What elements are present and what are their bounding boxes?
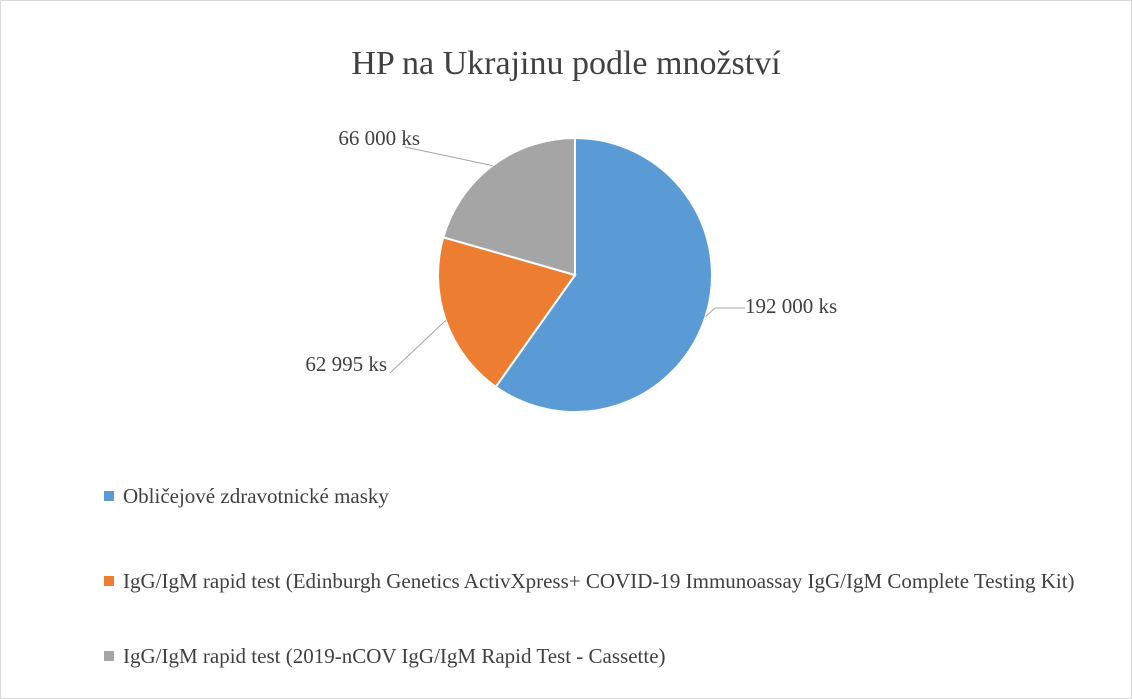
legend-label: IgG/IgM rapid test (Edinburgh Genetics A…	[123, 569, 1075, 593]
legend-swatch	[104, 491, 114, 501]
legend-item: IgG/IgM rapid test (Edinburgh Genetics A…	[104, 567, 1089, 595]
legend-swatch	[104, 576, 114, 586]
chart-title: HP na Ukrajinu podle množství	[351, 45, 781, 82]
leader-line	[705, 307, 745, 317]
data-label: 66 000 ks	[338, 126, 420, 150]
legend-label: IgG/IgM rapid test (2019-nCOV IgG/IgM Ra…	[123, 644, 666, 668]
pie-slice	[494, 136, 713, 413]
data-label: 62 995 ks	[305, 352, 387, 376]
data-label: 192 000 ks	[745, 294, 837, 318]
pie-slice	[442, 136, 576, 277]
legend-swatch	[104, 651, 114, 661]
legend-item: Obličejové zdravotnické masky	[104, 482, 1089, 510]
leader-line	[404, 146, 493, 167]
leader-line	[389, 320, 447, 374]
legend-label: Obličejové zdravotnické masky	[123, 484, 389, 508]
legend-item: IgG/IgM rapid test (2019-nCOV IgG/IgM Ra…	[104, 642, 1089, 670]
